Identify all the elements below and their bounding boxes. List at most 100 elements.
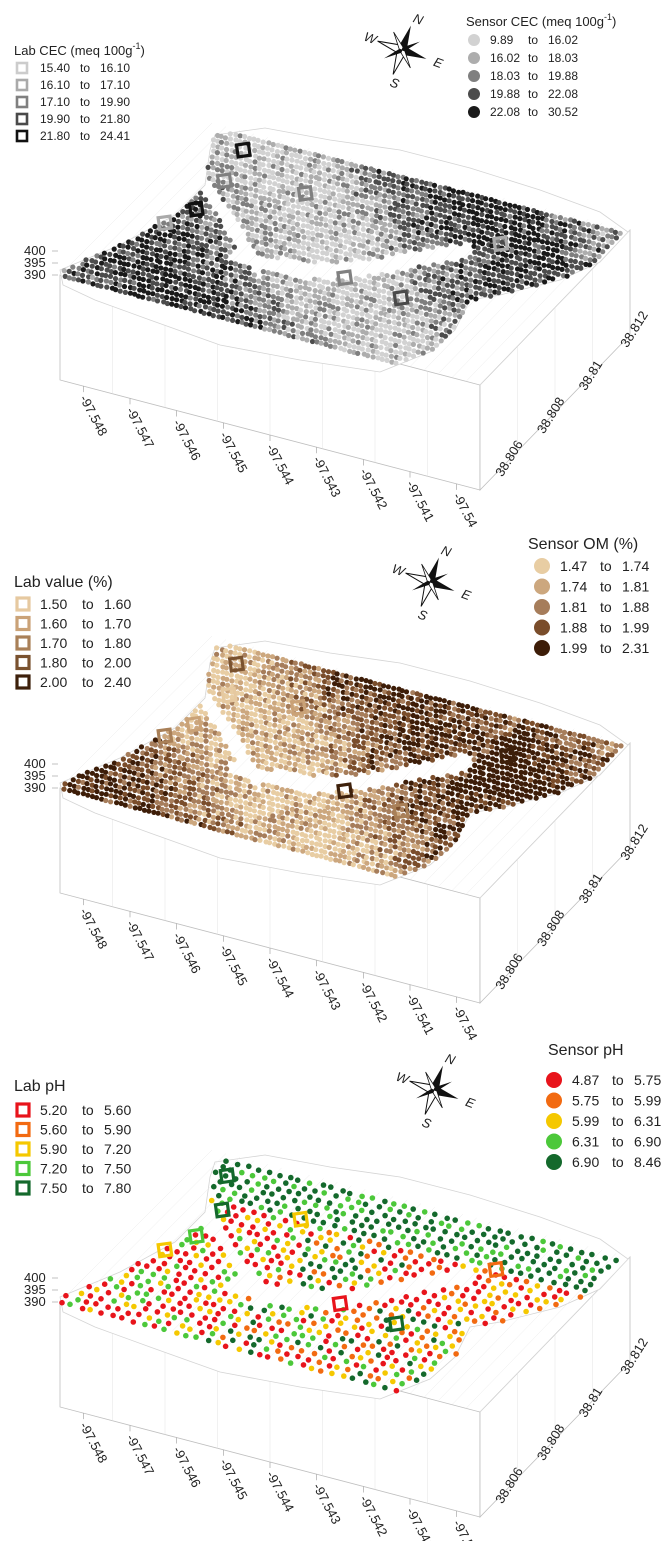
sensor-point (300, 331, 305, 336)
sensor-point (368, 708, 373, 713)
sensor-point (592, 258, 597, 263)
sensor-point (402, 847, 407, 852)
sensor-point (372, 174, 377, 179)
sensor-point (473, 798, 478, 803)
sensor-point (485, 749, 490, 754)
sensor-point (507, 214, 512, 219)
sensor-point (557, 740, 562, 745)
sensor-point (614, 235, 619, 240)
sensor-point (378, 699, 383, 704)
sensor-point (183, 283, 188, 288)
sensor-point (278, 250, 283, 255)
sensor-point (364, 308, 369, 313)
sensor-point (433, 200, 438, 205)
sensor-point (219, 140, 224, 145)
sensor-point (432, 314, 437, 319)
sensor-point (591, 771, 596, 776)
sensor-point (522, 742, 527, 747)
sensor-point (298, 809, 303, 814)
sensor-point (517, 216, 522, 221)
sensor-point (287, 755, 292, 760)
sensor-point (613, 230, 618, 235)
sensor-point (202, 299, 207, 304)
sensor-point (604, 740, 609, 745)
sensor-point (413, 286, 418, 291)
sensor-point (443, 835, 448, 840)
sensor-point (298, 815, 303, 820)
sensor-point (127, 769, 132, 774)
sensor-point (442, 716, 447, 721)
sensor-point (269, 751, 274, 756)
sensor-point (403, 791, 408, 796)
sensor-point (177, 247, 182, 252)
sensor-point (324, 855, 329, 860)
sensor-point (429, 729, 434, 734)
sensor-point (574, 778, 579, 783)
sensor-point (90, 281, 95, 286)
sensor-point (266, 699, 271, 704)
sensor-point (224, 299, 229, 304)
sensor-point (406, 222, 411, 227)
sensor-point (586, 239, 591, 244)
sensor-point (324, 765, 329, 770)
sensor-point (309, 834, 314, 839)
sensor-point (388, 736, 393, 741)
sensor-point (445, 283, 450, 288)
sensor-point (290, 716, 295, 721)
sensor-point (447, 198, 452, 203)
sensor-point (213, 736, 218, 741)
sensor-point (527, 236, 532, 241)
sensor-point (210, 160, 215, 165)
sensor-point (281, 206, 286, 211)
sensor-point (393, 844, 398, 849)
sensor-point (182, 802, 187, 807)
sensor-point (489, 232, 494, 237)
sensor-point (289, 164, 294, 169)
sensor-point (476, 234, 481, 239)
sensor-point (463, 259, 468, 264)
sensor-point (494, 740, 499, 745)
sensor-point (293, 762, 298, 767)
sensor-point (83, 257, 88, 262)
sensor-point (398, 864, 403, 869)
sensor-point (433, 337, 438, 342)
sensor-point (215, 675, 220, 680)
sensor-point (225, 317, 230, 322)
sensor-point (165, 289, 170, 294)
sensor-point (353, 282, 358, 287)
sensor-point (252, 148, 257, 153)
sensor-point (456, 303, 461, 308)
sensor-point (452, 729, 457, 734)
sensor-point (568, 258, 573, 263)
sensor-point (146, 290, 151, 295)
sensor-point (591, 241, 596, 246)
sensor-point (305, 755, 310, 760)
sensor-point (595, 761, 600, 766)
sensor-point (294, 695, 299, 700)
sensor-point (396, 321, 401, 326)
sensor-point (282, 737, 287, 742)
sensor-point (122, 780, 127, 785)
sensor-point (570, 269, 575, 274)
sensor-point (472, 757, 477, 762)
sensor-point (315, 756, 320, 761)
sensor-point (176, 236, 181, 241)
sensor-point (104, 792, 109, 797)
sensor-point (581, 745, 586, 750)
sensor-point (317, 791, 322, 796)
sensor-point (314, 853, 319, 858)
sensor-point (313, 300, 318, 305)
sensor-point (331, 185, 336, 190)
sensor-point (496, 279, 501, 284)
sensor-point (514, 785, 519, 790)
sensor-point (604, 228, 609, 233)
sensor-point (223, 648, 228, 653)
sensor-point (476, 758, 481, 763)
sensor-point (412, 280, 417, 285)
sensor-point (388, 707, 393, 712)
sensor-point (260, 145, 265, 150)
sensor-point (247, 159, 252, 164)
sensor-point (451, 188, 456, 193)
sensor-point (422, 790, 427, 795)
sensor-point (322, 195, 327, 200)
